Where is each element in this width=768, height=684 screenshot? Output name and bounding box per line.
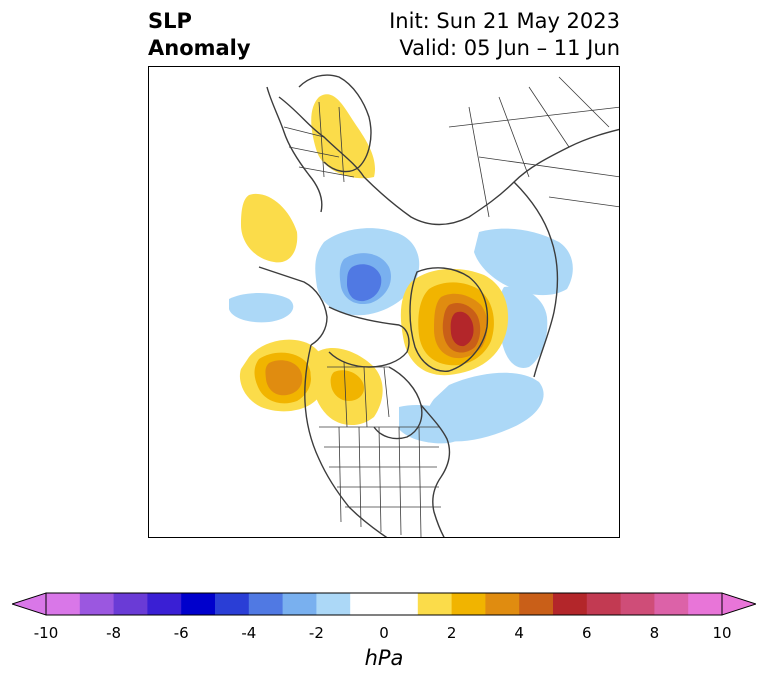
colorbar-cell: [485, 593, 520, 615]
colorbar-cell: [79, 593, 115, 615]
greenland-positive-core: [450, 311, 474, 347]
siberia-east-coast: [513, 181, 559, 378]
colorbar-low-arrow: [12, 592, 47, 616]
colorbar-tick-label: 4: [514, 624, 524, 642]
title-right: Init: Sun 21 May 2023 Valid: 05 Jun – 11…: [389, 8, 620, 62]
greenland-coast: [409, 267, 489, 372]
gulf-of-alaska-positive-core: [265, 360, 303, 396]
canada-arctic-coast: [328, 306, 410, 368]
colorbar-cell: [451, 593, 486, 615]
colorbar-cells: [46, 593, 723, 615]
colorbar-high-arrow: [721, 592, 756, 616]
canadian-arctic-negative-core: [347, 264, 382, 302]
alaska-coast: [258, 266, 328, 346]
colorbar-cell: [350, 593, 385, 615]
colorbar-cell: [316, 593, 351, 615]
colorbar-tick-label: -10: [33, 624, 59, 642]
title-field: Anomaly: [148, 36, 251, 60]
pacific-negative: [229, 293, 294, 323]
colorbar-tick-label: 2: [446, 624, 457, 642]
valid-range: Valid: 05 Jun – 11 Jun: [399, 36, 620, 60]
colorbar-cell: [519, 593, 554, 615]
colorbar-tick-label: 10: [712, 624, 732, 642]
map-svg: [229, 74, 619, 537]
europe-coast: [266, 86, 323, 213]
scandinavia-positive: [311, 94, 375, 179]
colorbar-tick-label: -4: [241, 624, 257, 642]
colorbar-cell: [248, 593, 284, 615]
colorbar-cell: [586, 593, 622, 615]
colorbar-cell: [282, 593, 317, 615]
colorbar-unit: hPa: [364, 646, 404, 670]
us-state-borders: [319, 426, 441, 537]
colorbar-outline: [45, 592, 723, 616]
colorbar-cell: [215, 593, 250, 615]
canada-province-borders: [327, 361, 390, 428]
colorbar-tick-label: -2: [308, 624, 324, 642]
europe-borders: [283, 101, 355, 183]
barents-negative: [499, 286, 548, 368]
north-america-east-coast: [420, 404, 451, 537]
eurasia-coast: [278, 96, 619, 226]
anomaly-layer: [229, 94, 573, 444]
title-left: SLP Anomaly: [148, 8, 251, 62]
colorbar-tick-label: -6: [173, 624, 189, 642]
scandinavia-coast: [298, 74, 372, 173]
prairies-positive-2: [330, 370, 365, 401]
colorbar-cell: [688, 593, 723, 615]
siberia-negative: [474, 228, 573, 296]
asia-borders: [448, 76, 619, 218]
colorbar: [12, 592, 756, 616]
alaska-west-positive: [241, 193, 298, 263]
colorbar-cell: [553, 593, 588, 615]
colorbar-cell: [620, 593, 655, 615]
title-variable: SLP: [148, 9, 192, 33]
colorbar-cell: [147, 593, 182, 615]
colorbar-tick-label: 6: [582, 624, 592, 642]
colorbar-tick-label: -8: [106, 624, 122, 642]
colorbar-cell: [181, 593, 216, 615]
colorbar-cell: [384, 593, 419, 615]
init-date: Init: Sun 21 May 2023: [389, 9, 620, 33]
colorbar-tick-label: 8: [649, 624, 660, 642]
map-panel: [148, 66, 620, 538]
hudson-bay-coast: [373, 366, 423, 440]
colorbar-tick-label: 0: [379, 624, 389, 642]
coastline-layer: [258, 74, 619, 537]
colorbar-cell: [46, 593, 81, 615]
colorbar-cell: [113, 593, 148, 615]
north-atlantic-negative-ext: [399, 405, 473, 444]
north-america-west-coast: [304, 344, 388, 537]
colorbar-cell: [417, 593, 453, 615]
colorbar-cell: [654, 593, 689, 615]
